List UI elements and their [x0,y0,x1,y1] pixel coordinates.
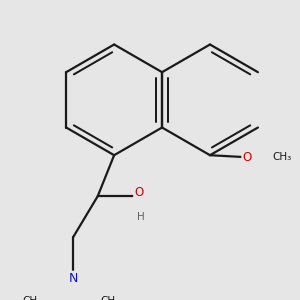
Text: CH₃: CH₃ [22,296,42,300]
Text: CH₃: CH₃ [272,152,291,162]
Text: N: N [68,272,78,285]
Text: O: O [242,151,251,164]
Text: CH₃: CH₃ [100,296,120,300]
Text: O: O [134,186,143,199]
Text: H: H [137,212,145,222]
